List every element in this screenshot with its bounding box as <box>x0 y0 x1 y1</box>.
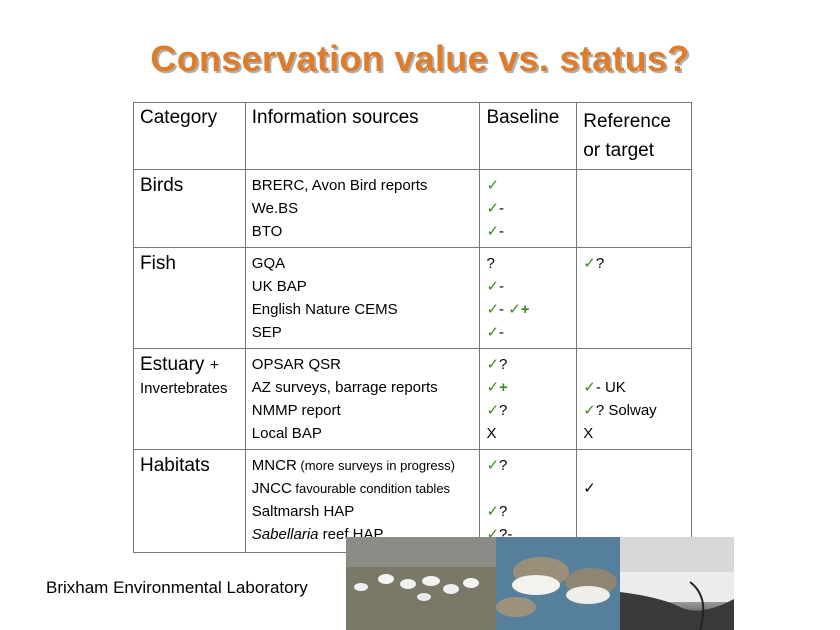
swans-photo <box>346 537 496 630</box>
sources-birds: BRERC, Avon Bird reports We.BS BTO <box>244 169 481 248</box>
sources-estuary: OPSAR QSR AZ surveys, barrage reports NM… <box>244 348 481 450</box>
source-item: Local BAP <box>251 425 322 442</box>
baseline-estuary: ✓? ✓+ ✓? X <box>479 348 578 450</box>
check-icon: ✓ <box>486 356 500 373</box>
table-row-birds: Birds BRERC, Avon Bird reports We.BS BTO… <box>133 169 692 248</box>
category-fish: Fish <box>133 247 246 349</box>
reference-estuary: ✓- UK ✓? Solway X <box>576 348 692 450</box>
table-row-fish: Fish GQA UK BAP English Nature CEMS SEP … <box>133 247 692 349</box>
estuary-landscape-photo <box>620 537 734 630</box>
check-icon: ✓ <box>486 379 500 396</box>
source-item: NMMP report <box>251 402 341 419</box>
slide-title: Conservation value vs. status? <box>150 38 690 79</box>
source-item: AZ surveys, barrage reports <box>251 379 438 396</box>
check-icon: ✓ <box>486 200 500 217</box>
source-item: GQA <box>251 255 286 272</box>
header-reference-line2: or target <box>583 140 654 161</box>
category-birds: Birds <box>133 169 246 248</box>
source-item: JNCC favourable condition tables <box>251 480 451 497</box>
check-icon: ✓ <box>486 457 500 474</box>
check-icon: ✓ <box>583 402 596 419</box>
header-reference-line1: Reference <box>583 111 671 132</box>
check-icon: ✓ <box>583 480 596 497</box>
source-item: SEP <box>251 324 282 341</box>
table-row-estuary: Estuary + Invertebrates OPSAR QSR AZ sur… <box>133 348 692 450</box>
check-icon: ✓ <box>486 301 500 318</box>
sources-habitats: MNCR (more surveys in progress) JNCC fav… <box>244 449 481 553</box>
reference-fish: ✓? <box>576 247 692 349</box>
check-icon: ✓ <box>486 503 500 520</box>
source-item: Saltmarsh HAP <box>251 503 355 520</box>
source-item: English Nature CEMS <box>251 301 398 318</box>
check-icon: ✓ <box>486 177 500 194</box>
conservation-table: Category Information sources Baseline Re… <box>133 102 692 553</box>
header-information-sources: Information sources <box>244 102 481 170</box>
baseline-birds: ✓ ✓- ✓- <box>479 169 578 248</box>
check-icon: ✓ <box>486 223 500 240</box>
source-item: BRERC, Avon Bird reports <box>251 177 428 194</box>
check-icon: ✓ <box>486 324 500 341</box>
wading-birds-photo <box>496 537 620 630</box>
header-baseline: Baseline <box>479 102 578 170</box>
source-item: MNCR (more surveys in progress) <box>251 457 455 474</box>
check-icon: ✓ <box>583 379 596 396</box>
baseline-fish: ? ✓- ✓- ✓+ ✓- <box>479 247 578 349</box>
check-icon: ✓ <box>486 278 500 295</box>
check-icon: ✓ <box>508 301 521 318</box>
footer-organisation: Brixham Environmental Laboratory <box>46 578 308 597</box>
sources-fish: GQA UK BAP English Nature CEMS SEP <box>244 247 481 349</box>
reference-birds <box>576 169 692 248</box>
header-category: Category <box>133 102 246 170</box>
category-habitats: Habitats <box>133 449 246 553</box>
category-estuary: Estuary + Invertebrates <box>133 348 246 450</box>
source-item: We.BS <box>251 200 299 217</box>
source-item: UK BAP <box>251 278 307 295</box>
reference-habitats: ✓ <box>576 449 692 553</box>
source-item: BTO <box>251 223 283 240</box>
table-header-row: Category Information sources Baseline Re… <box>133 102 692 170</box>
source-item: OPSAR QSR <box>251 356 341 373</box>
check-icon: ✓ <box>486 402 500 419</box>
check-icon: ✓ <box>583 255 596 272</box>
header-reference: Reference or target <box>576 102 692 170</box>
